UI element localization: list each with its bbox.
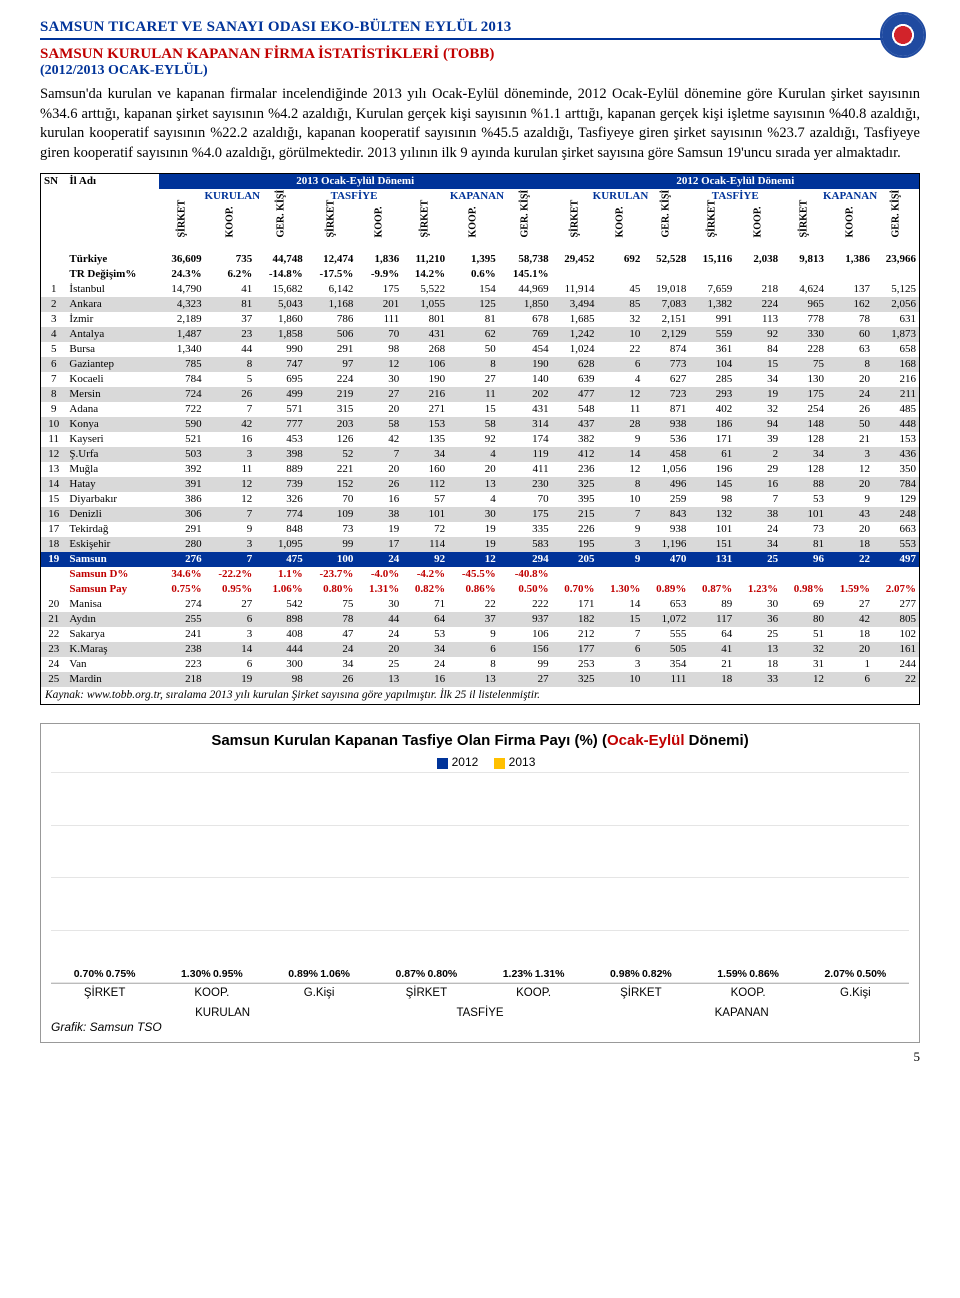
chart-legend: 2012 2013: [51, 755, 909, 769]
page-header: SAMSUN TICARET VE SANAYI ODASI EKO-BÜLTE…: [40, 18, 920, 40]
section-subtitle: (2012/2013 OCAK-EYLÜL): [40, 63, 920, 79]
bar-chart: 0.70% 0.75% ŞİRKET 1.30% 0.95% KOOP. 0.8…: [51, 773, 909, 984]
chart-container: Samsun Kurulan Kapanan Tasfiye Olan Firm…: [40, 723, 920, 1043]
header-text: SAMSUN TICARET VE SANAYI ODASI EKO-BÜLTE…: [40, 19, 512, 35]
page-number: 5: [40, 1049, 920, 1065]
data-table: SNİl Adı2013 Ocak-Eylül Dönemi2012 Ocak-…: [40, 173, 920, 705]
legend-swatch-2012: [437, 758, 448, 769]
logo-icon: [882, 14, 924, 56]
legend-swatch-2013: [494, 758, 505, 769]
body-paragraph: Samsun'da kurulan ve kapanan firmalar in…: [40, 85, 920, 163]
section-title: SAMSUN KURULAN KAPANAN FİRMA İSTATİSTİKL…: [40, 46, 920, 63]
chart-source: Grafik: Samsun TSO: [51, 1020, 909, 1034]
chart-title: Samsun Kurulan Kapanan Tasfiye Olan Firm…: [51, 732, 909, 749]
